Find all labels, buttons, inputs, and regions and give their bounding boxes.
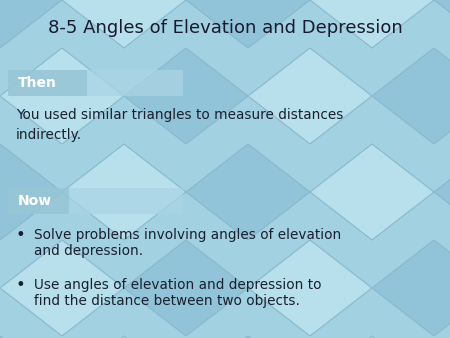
Text: Now: Now xyxy=(18,194,52,208)
Polygon shape xyxy=(310,144,434,240)
Polygon shape xyxy=(124,48,248,144)
FancyBboxPatch shape xyxy=(8,188,183,214)
FancyBboxPatch shape xyxy=(8,70,87,96)
Text: You used similar triangles to measure distances
indirectly.: You used similar triangles to measure di… xyxy=(16,108,343,142)
FancyBboxPatch shape xyxy=(8,188,69,214)
Text: Solve problems involving angles of elevation: Solve problems involving angles of eleva… xyxy=(34,228,341,242)
Polygon shape xyxy=(0,0,62,48)
Text: Then: Then xyxy=(18,76,57,90)
Polygon shape xyxy=(248,48,372,144)
Text: and depression.: and depression. xyxy=(34,244,143,258)
FancyBboxPatch shape xyxy=(8,70,183,96)
Polygon shape xyxy=(186,144,310,240)
Polygon shape xyxy=(62,144,186,240)
Polygon shape xyxy=(248,240,372,336)
Polygon shape xyxy=(0,144,62,240)
Text: 8-5 Angles of Elevation and Depression: 8-5 Angles of Elevation and Depression xyxy=(48,19,402,37)
Text: find the distance between two objects.: find the distance between two objects. xyxy=(34,294,300,308)
Polygon shape xyxy=(434,144,450,240)
Polygon shape xyxy=(0,48,124,144)
Polygon shape xyxy=(186,336,310,338)
Polygon shape xyxy=(372,48,450,144)
Polygon shape xyxy=(0,336,62,338)
Polygon shape xyxy=(310,336,434,338)
Text: Use angles of elevation and depression to: Use angles of elevation and depression t… xyxy=(34,278,321,292)
Polygon shape xyxy=(372,240,450,336)
Polygon shape xyxy=(434,0,450,48)
Text: •: • xyxy=(16,278,26,293)
Text: •: • xyxy=(16,228,26,243)
Polygon shape xyxy=(62,336,186,338)
Polygon shape xyxy=(310,0,434,48)
Polygon shape xyxy=(0,240,124,336)
Polygon shape xyxy=(186,0,310,48)
Polygon shape xyxy=(62,0,186,48)
Polygon shape xyxy=(124,240,248,336)
Polygon shape xyxy=(434,336,450,338)
